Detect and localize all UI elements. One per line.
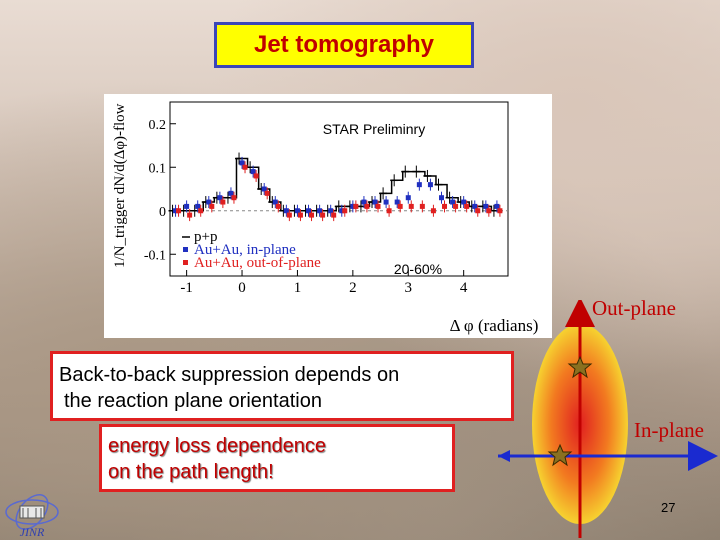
series-2-point bbox=[275, 203, 281, 209]
series-2-point bbox=[331, 212, 337, 218]
series-2-point bbox=[442, 203, 448, 209]
series-2-point bbox=[342, 208, 348, 214]
legend-marker-1 bbox=[183, 247, 188, 252]
series-2-point bbox=[209, 203, 215, 209]
series-1-point bbox=[416, 182, 422, 188]
x-tick-label: -1 bbox=[180, 280, 193, 296]
legend-entry-2: Au+Au, out-of-plane bbox=[194, 255, 321, 271]
series-1-point bbox=[405, 195, 411, 201]
suppression-box: Back-to-back suppression depends on the … bbox=[50, 351, 514, 421]
series-2-point bbox=[297, 212, 303, 218]
series-2-point bbox=[464, 203, 470, 209]
series-1-point bbox=[206, 199, 212, 205]
y-tick-label: 0.1 bbox=[149, 161, 167, 176]
in-plane-arrow-left-head bbox=[498, 450, 510, 462]
path-length-line-1: energy loss dependence bbox=[108, 435, 326, 457]
plot-frame bbox=[169, 101, 509, 277]
series-1-point bbox=[250, 169, 256, 175]
series-1-point bbox=[306, 208, 312, 214]
series-1-point bbox=[450, 199, 456, 205]
y-axis-label: 1/N_trigger dN/d(Δφ)-flow bbox=[112, 103, 128, 268]
chart-svg: -1 0 1 2 3 4 -0.1 0 0.1 0.2 Δ φ (radians) 1/N_trigg… bbox=[112, 101, 539, 335]
series-1-point bbox=[317, 208, 323, 214]
x-axis-label: Δ φ (radians) bbox=[450, 316, 539, 335]
series-2-point bbox=[198, 208, 204, 214]
series-2-point bbox=[176, 208, 182, 214]
series-2-point bbox=[242, 164, 248, 170]
y-tick-label: 0 bbox=[159, 205, 166, 220]
series-2-point bbox=[486, 208, 492, 214]
series-1-point bbox=[339, 208, 345, 214]
series-2-point bbox=[397, 203, 403, 209]
series-1-point bbox=[217, 195, 223, 201]
series-1-point bbox=[272, 199, 278, 205]
path-length-box: energy loss dependence on the path lengt… bbox=[99, 424, 455, 492]
chart-annotation: STAR Preliminry bbox=[323, 121, 425, 137]
series-1-point bbox=[350, 203, 356, 209]
series-1-point bbox=[427, 182, 433, 188]
chart-panel: -1 0 1 2 3 4 -0.1 0 0.1 0.2 Δ φ (radians) 1/N_trigg… bbox=[104, 94, 552, 338]
series-1-point bbox=[294, 208, 300, 214]
series-2-point bbox=[264, 190, 270, 196]
y-tick-label: 0.2 bbox=[149, 118, 167, 133]
series-2-point bbox=[430, 208, 436, 214]
jet-star-top bbox=[567, 355, 593, 379]
x-tick-label: 4 bbox=[460, 280, 468, 296]
series-2-point bbox=[353, 203, 359, 209]
series-1-point bbox=[195, 203, 201, 209]
in-plane-label: In-plane bbox=[634, 418, 704, 442]
x-tick-label: 3 bbox=[405, 280, 413, 296]
series-2-point bbox=[309, 212, 315, 218]
legend-entry-1: Au+Au, in-plane bbox=[194, 242, 296, 258]
series-1-point bbox=[239, 160, 245, 166]
series-2-point bbox=[419, 203, 425, 209]
series-1-point bbox=[283, 208, 289, 214]
series-1-point bbox=[472, 203, 478, 209]
out-plane-label: Out-plane bbox=[592, 296, 676, 320]
logo-text: JINR bbox=[20, 525, 45, 539]
x-tick-label: 0 bbox=[238, 280, 246, 296]
series-2-point bbox=[475, 208, 481, 214]
series-2-point bbox=[375, 203, 381, 209]
series-1-point bbox=[483, 203, 489, 209]
reaction-plane-diagram bbox=[498, 300, 718, 538]
series-2-point bbox=[320, 212, 326, 218]
series-1-point bbox=[361, 199, 367, 205]
suppression-line-1: Back-to-back suppression depends on bbox=[59, 364, 400, 386]
series-1-point bbox=[184, 203, 190, 209]
suppression-line-2: the reaction plane orientation bbox=[64, 390, 322, 412]
series-1-point bbox=[461, 199, 467, 205]
page-number: 27 bbox=[661, 500, 676, 515]
y-tick-label: -0.1 bbox=[144, 248, 166, 263]
x-tick-label: 2 bbox=[349, 280, 357, 296]
legend-marker-2 bbox=[183, 260, 188, 265]
jet-star-left bbox=[547, 443, 573, 467]
series-1-point bbox=[494, 203, 500, 209]
series-2-point bbox=[364, 203, 370, 209]
series-1-point bbox=[439, 195, 445, 201]
slide-title: Jet tomography bbox=[214, 22, 474, 68]
series-1-point bbox=[261, 186, 267, 192]
series-2-point bbox=[187, 212, 193, 218]
series-2-point bbox=[386, 208, 392, 214]
series-2-point bbox=[253, 173, 259, 179]
series-1-point bbox=[383, 199, 389, 205]
series-2-point bbox=[497, 208, 503, 214]
x-tick-label: 1 bbox=[294, 280, 302, 296]
legend-entry-0: p+p bbox=[194, 229, 217, 245]
series-1-point bbox=[372, 199, 378, 205]
series-1-point bbox=[328, 208, 334, 214]
series-2-point bbox=[286, 212, 292, 218]
series-1-point bbox=[228, 190, 234, 196]
series-2-point bbox=[453, 203, 459, 209]
jinr-logo-icon: JINR bbox=[5, 494, 59, 539]
series-2-point bbox=[231, 195, 237, 201]
centrality-label: 20-60% bbox=[394, 261, 442, 277]
series-2-point bbox=[220, 199, 226, 205]
series-1-point bbox=[173, 208, 179, 214]
series-1-point bbox=[394, 199, 400, 205]
series-2-point bbox=[408, 203, 414, 209]
path-length-line-2: on the path length! bbox=[108, 461, 274, 483]
